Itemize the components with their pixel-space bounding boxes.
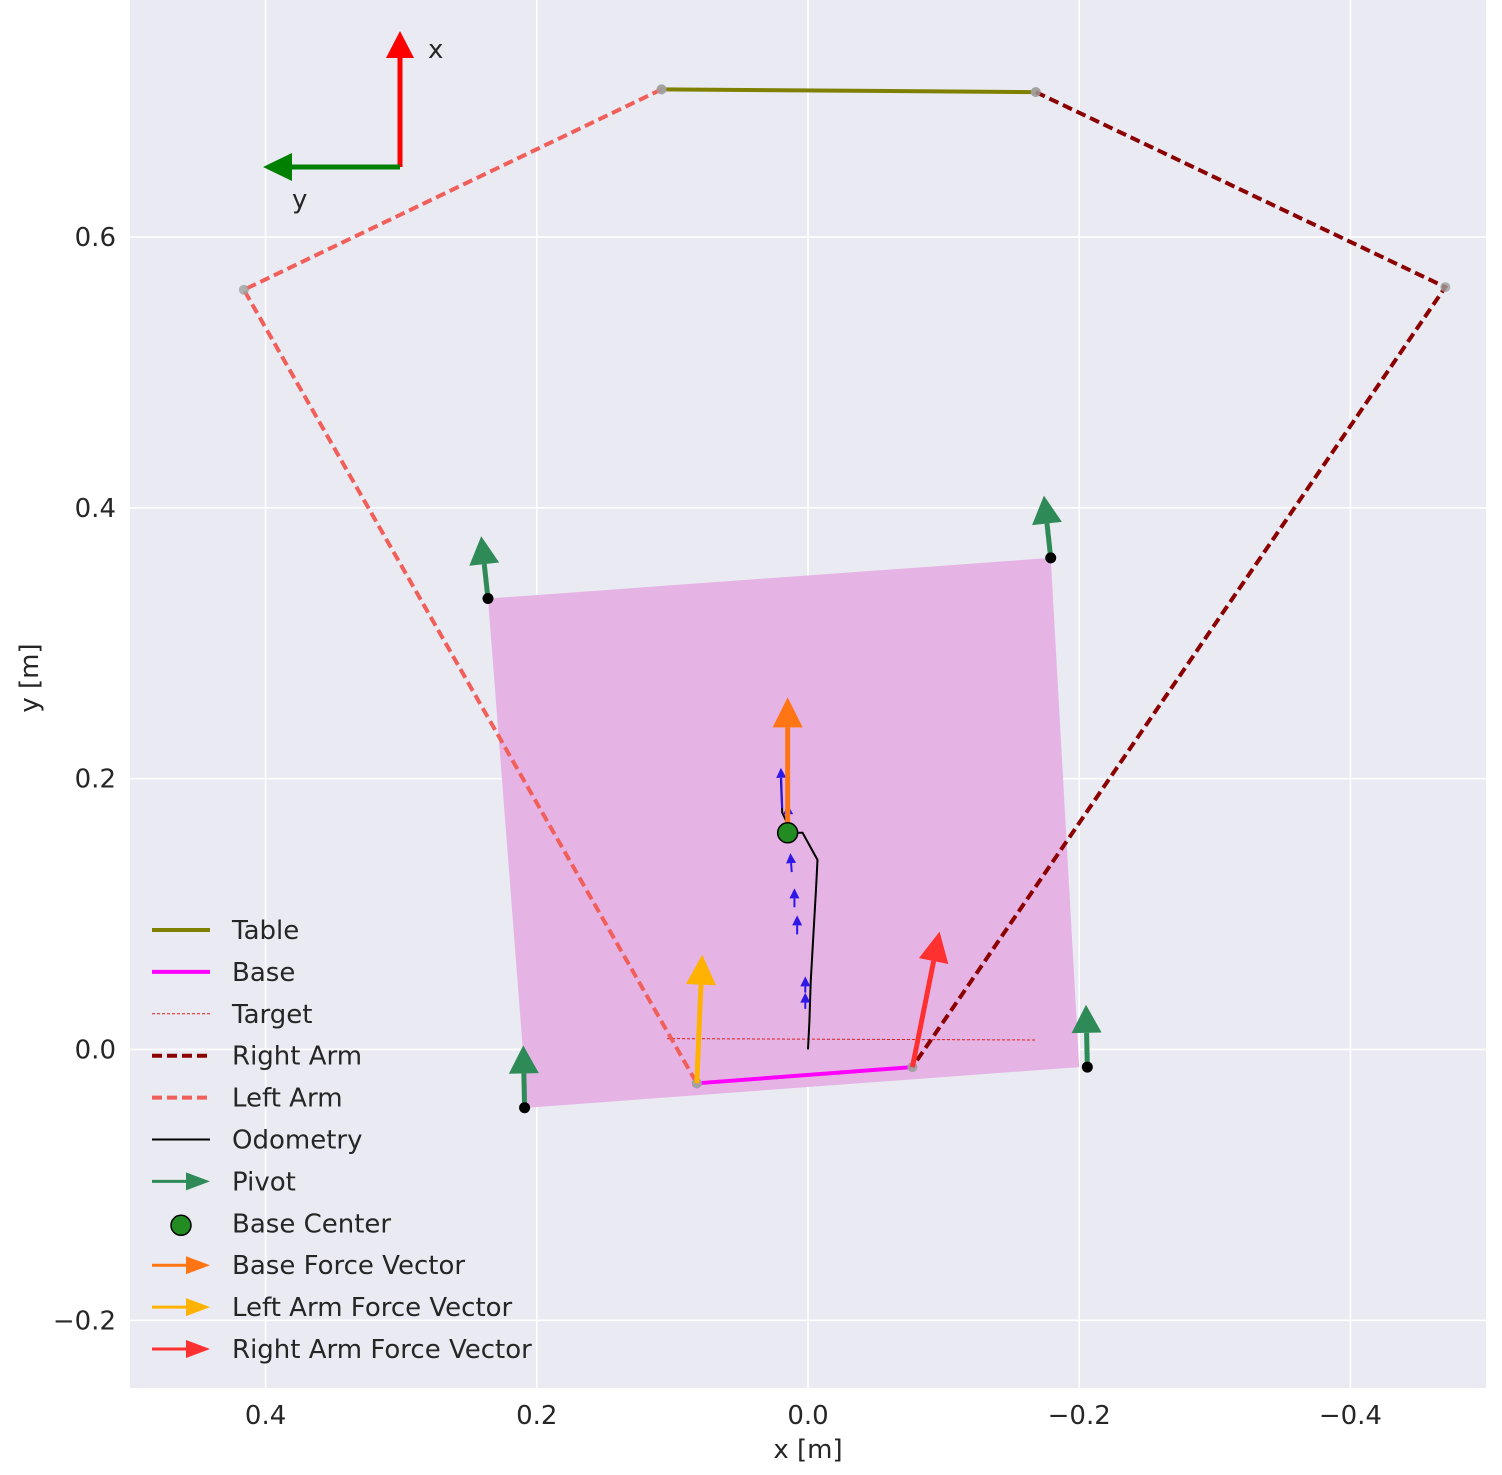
legend-label-base-center: Base Center <box>232 1209 391 1239</box>
arrow-markers <box>469 495 1102 1114</box>
base-line <box>696 1065 913 1086</box>
legend-swatch-base-center <box>170 1214 192 1237</box>
table-line <box>661 87 1036 95</box>
x-tick-label: 0.4 <box>245 1401 286 1431</box>
frame-x-label: x <box>428 35 443 65</box>
base-center-marker <box>776 822 799 844</box>
y-tick-label: 0.0 <box>75 1035 116 1065</box>
x-tick-label: 0.0 <box>787 1401 828 1431</box>
frame-x-arrow-head <box>386 31 414 58</box>
left-arm-force-vector-shaft <box>694 984 704 1084</box>
legend-label-right-arm: Right Arm <box>232 1042 362 1072</box>
odometry-heading-arrow-head <box>800 992 811 1003</box>
legend-label-table: Table <box>231 916 299 946</box>
left-arm-force-vector-head <box>685 954 716 986</box>
x-tick-label: 0.2 <box>516 1401 557 1431</box>
pivot-point <box>482 593 494 605</box>
y-axis-label: y [m] <box>15 643 45 712</box>
odometry-heading-arrow-head <box>789 888 800 899</box>
left-arm-vertex <box>238 284 249 295</box>
pivot-arrow-shaft <box>1044 523 1054 559</box>
pivot-point <box>1081 1061 1093 1073</box>
legend-swatch-left-arm-force-vector-head <box>186 1298 210 1317</box>
legend-swatch-base-force-vector-head <box>186 1256 210 1275</box>
frame-axes-indicator: x y <box>263 31 443 215</box>
x-tick-label: −0.4 <box>1319 1401 1382 1431</box>
pivot-arrow-head <box>469 536 500 566</box>
y-tick-label: 0.4 <box>75 494 116 524</box>
frame-y-arrow-head <box>263 153 292 181</box>
legend-label-odometry: Odometry <box>232 1126 362 1156</box>
pivot-arrow-head <box>1032 495 1062 526</box>
pivot-arrow-head <box>1071 1004 1102 1034</box>
y-tick-label: −0.2 <box>53 1306 116 1336</box>
odometry-heading-arrow-head <box>776 767 787 778</box>
odometry-heading-arrow-head <box>800 976 811 987</box>
legend-label-base: Base <box>232 958 295 988</box>
right-arm-vertex <box>1440 282 1451 293</box>
left-arm-line <box>241 87 699 1085</box>
legend-label-base-force-vector: Base Force Vector <box>232 1251 465 1281</box>
legend-swatch-pivot-head <box>186 1172 210 1191</box>
odometry-heading-arrow-head <box>792 915 803 926</box>
left-arm-vertex <box>656 84 667 95</box>
pivot-arrow-shaft <box>521 1073 528 1108</box>
legend-label-target: Target <box>231 1000 312 1030</box>
right-arm-force-vector-head <box>918 931 949 965</box>
legend-label-right-arm-force-vector: Right Arm Force Vector <box>232 1335 532 1365</box>
x-axis-label: x [m] <box>773 1435 842 1465</box>
y-tick-label: 0.6 <box>75 223 116 253</box>
tick-labels: 0.4 0.2 0.0 −0.2 −0.4 0.6 0.4 0.2 0.0 −0.2 <box>53 223 1382 1431</box>
base-force-vector-head <box>772 697 803 728</box>
legend-swatch-right-arm-force-vector-head <box>186 1340 210 1358</box>
pivot-point <box>1045 552 1057 564</box>
legend-label-pivot: Pivot <box>232 1167 296 1197</box>
target-line <box>666 1038 1036 1041</box>
odometry-heading-arrow-head <box>786 853 797 864</box>
pivot-point <box>519 1102 531 1114</box>
pivot-arrow-shaft <box>481 563 491 599</box>
odometry-heading-arrow-shaft <box>790 863 793 873</box>
legend: Table Base Target Right Arm Left Arm Odometry… <box>152 916 532 1365</box>
legend-label-left-arm: Left Arm <box>232 1084 343 1114</box>
pivot-arrow-shaft <box>1084 1032 1090 1068</box>
x-tick-label: −0.2 <box>1048 1401 1111 1431</box>
odometry-heading-arrow-shaft <box>780 777 784 809</box>
right-arm-force-vector-shaft <box>909 960 937 1068</box>
pivot-arrow-head <box>508 1045 539 1074</box>
y-tick-label: 0.2 <box>75 765 116 795</box>
right-arm-vertex <box>1030 87 1041 98</box>
legend-label-left-arm-force-vector: Left Arm Force Vector <box>232 1293 513 1323</box>
frame-y-label: y <box>292 185 307 215</box>
